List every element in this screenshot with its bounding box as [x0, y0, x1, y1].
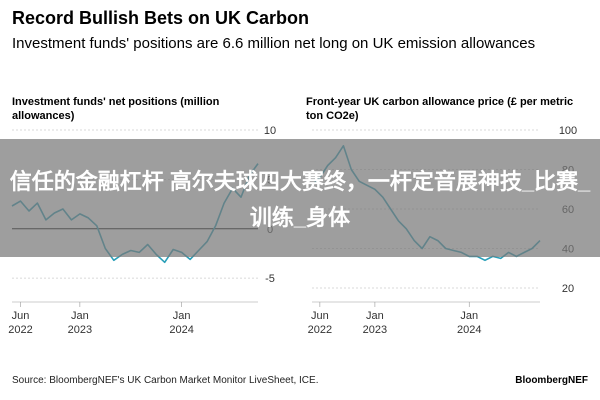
x-tick-label: Jun	[311, 310, 329, 322]
x-tick-label: Jan	[71, 310, 89, 322]
x-tick-label: Jan	[366, 310, 384, 322]
x-tick-label-year: 2022	[308, 324, 332, 336]
overlay-banner	[0, 139, 600, 257]
source-note: Source: BloombergNEF's UK Carbon Market …	[12, 375, 319, 386]
y-tick-label: 100	[559, 125, 577, 137]
figure-subtitle: Investment funds' positions are 6.6 mill…	[12, 35, 536, 52]
y-tick-label: 10	[264, 125, 276, 137]
overlay-text: 信任的金融杠杆 高尔夫球四大赛终，一杆定音展神技_比赛_训练_身体	[9, 169, 591, 230]
y-tick-label: 20	[562, 283, 574, 295]
x-tick-label: Jan	[460, 310, 478, 322]
x-tick-label-year: 2024	[169, 324, 193, 336]
right-chart-title: Front-year UK carbon allowance price (£ …	[306, 96, 574, 122]
x-tick-label: Jun	[12, 310, 30, 322]
x-tick-label-year: 2024	[457, 324, 481, 336]
brand-logo: BloombergNEF	[515, 375, 588, 386]
x-tick-label: Jan	[173, 310, 191, 322]
x-tick-label-year: 2023	[363, 324, 387, 336]
figure-title: Record Bullish Bets on UK Carbon	[12, 8, 310, 28]
left-chart-title: Investment funds' net positions (million…	[12, 96, 220, 122]
x-tick-label-year: 2023	[68, 324, 92, 336]
y-tick-label: -5	[265, 273, 275, 285]
x-tick-label-year: 2022	[8, 324, 32, 336]
